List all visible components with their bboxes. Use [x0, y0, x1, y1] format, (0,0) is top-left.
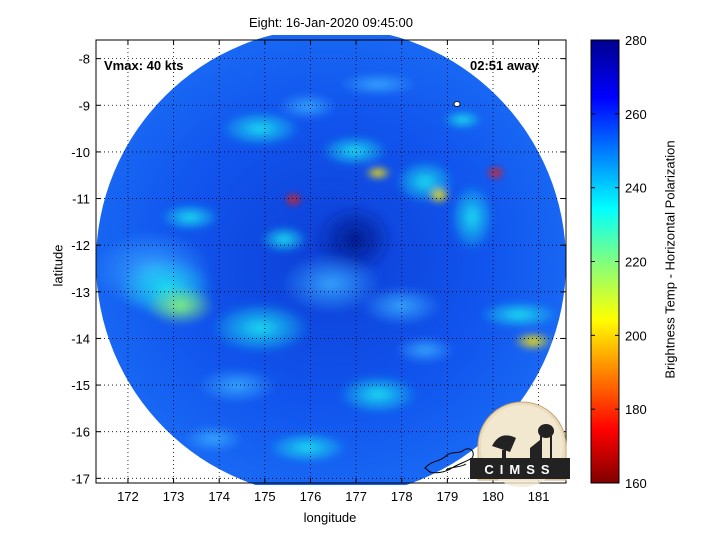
axes-frame	[95, 39, 567, 484]
x-tick-label: 175	[254, 489, 276, 504]
x-tick-label: 173	[163, 489, 185, 504]
colorbar-ticks: 280 260 240 220 200 180 160	[591, 33, 647, 491]
swath-texture	[485, 164, 506, 181]
svg-text:CIMSS: CIMSS	[484, 462, 555, 477]
cimss-logo: CIMSS	[470, 401, 570, 487]
y-tick-label: -9	[78, 98, 90, 113]
x-tick-label: 179	[437, 489, 459, 504]
y-tick-label: -16	[71, 425, 90, 440]
swath-texture	[197, 367, 277, 404]
y-tick-label: -8	[78, 52, 90, 67]
swath-texture	[267, 431, 348, 464]
colorbar-tick-label: 160	[625, 476, 647, 491]
colorbar-tick-label: 200	[625, 328, 647, 343]
swath-texture	[450, 183, 494, 252]
swath-texture	[364, 164, 392, 181]
vmax-annotation: Vmax: 40 kts	[104, 58, 184, 73]
brightness-swath	[96, 35, 566, 485]
swath-texture	[183, 424, 244, 453]
x-tick-label: 180	[482, 489, 504, 504]
swath-texture	[146, 285, 215, 326]
x-tick-label: 174	[208, 489, 230, 504]
swath-texture	[427, 185, 452, 206]
y-tick-label: -12	[71, 238, 90, 253]
x-axis-label: longitude	[303, 510, 357, 525]
swath-texture	[361, 285, 442, 326]
time-away-annotation: 02:51 away	[470, 58, 539, 73]
swath-texture	[277, 92, 338, 121]
x-tick-label: 178	[391, 489, 413, 504]
y-tick-label: -14	[71, 331, 90, 346]
y-tick-label: -13	[71, 285, 90, 300]
coastline	[424, 448, 474, 474]
swath-texture	[479, 300, 559, 329]
y-tick-label: -10	[71, 145, 90, 160]
x-tick-label: 181	[528, 489, 550, 504]
y-axis-label: latitude	[50, 244, 66, 287]
swath-texture	[338, 72, 418, 97]
figure-title: Eight: 16-Jan-2020 09:45:00	[248, 15, 414, 30]
swath-texture	[513, 331, 554, 352]
swath-texture	[442, 109, 483, 130]
colorbar-tick-label: 280	[625, 33, 647, 48]
colorbar-label: Brightness Temp - Horizontal Polarizatio…	[662, 140, 678, 379]
swath-texture	[160, 203, 220, 232]
swath-texture	[283, 191, 304, 208]
swath-texture	[395, 336, 455, 365]
swath-texture	[338, 374, 418, 415]
colorbar-tick-label: 180	[625, 402, 647, 417]
y-tick-label: -15	[71, 378, 90, 393]
swath-texture	[320, 134, 389, 167]
colorbar-tick-label: 240	[625, 181, 647, 196]
x-tick-label: 176	[300, 489, 322, 504]
y-tick-label: -11	[72, 192, 90, 207]
colorbar-tick-label: 260	[625, 107, 647, 122]
x-tick-label: 177	[345, 489, 367, 504]
swath-texture	[220, 110, 301, 147]
colorbar-tick-label: 220	[625, 255, 647, 270]
y-tick-label: -17	[71, 471, 90, 486]
swath-texture	[260, 225, 308, 254]
coastline-segment	[445, 463, 467, 471]
x-tick-label: 172	[117, 489, 139, 504]
swath-texture	[210, 301, 311, 354]
island-marker	[453, 101, 461, 107]
colorbar	[590, 39, 620, 484]
